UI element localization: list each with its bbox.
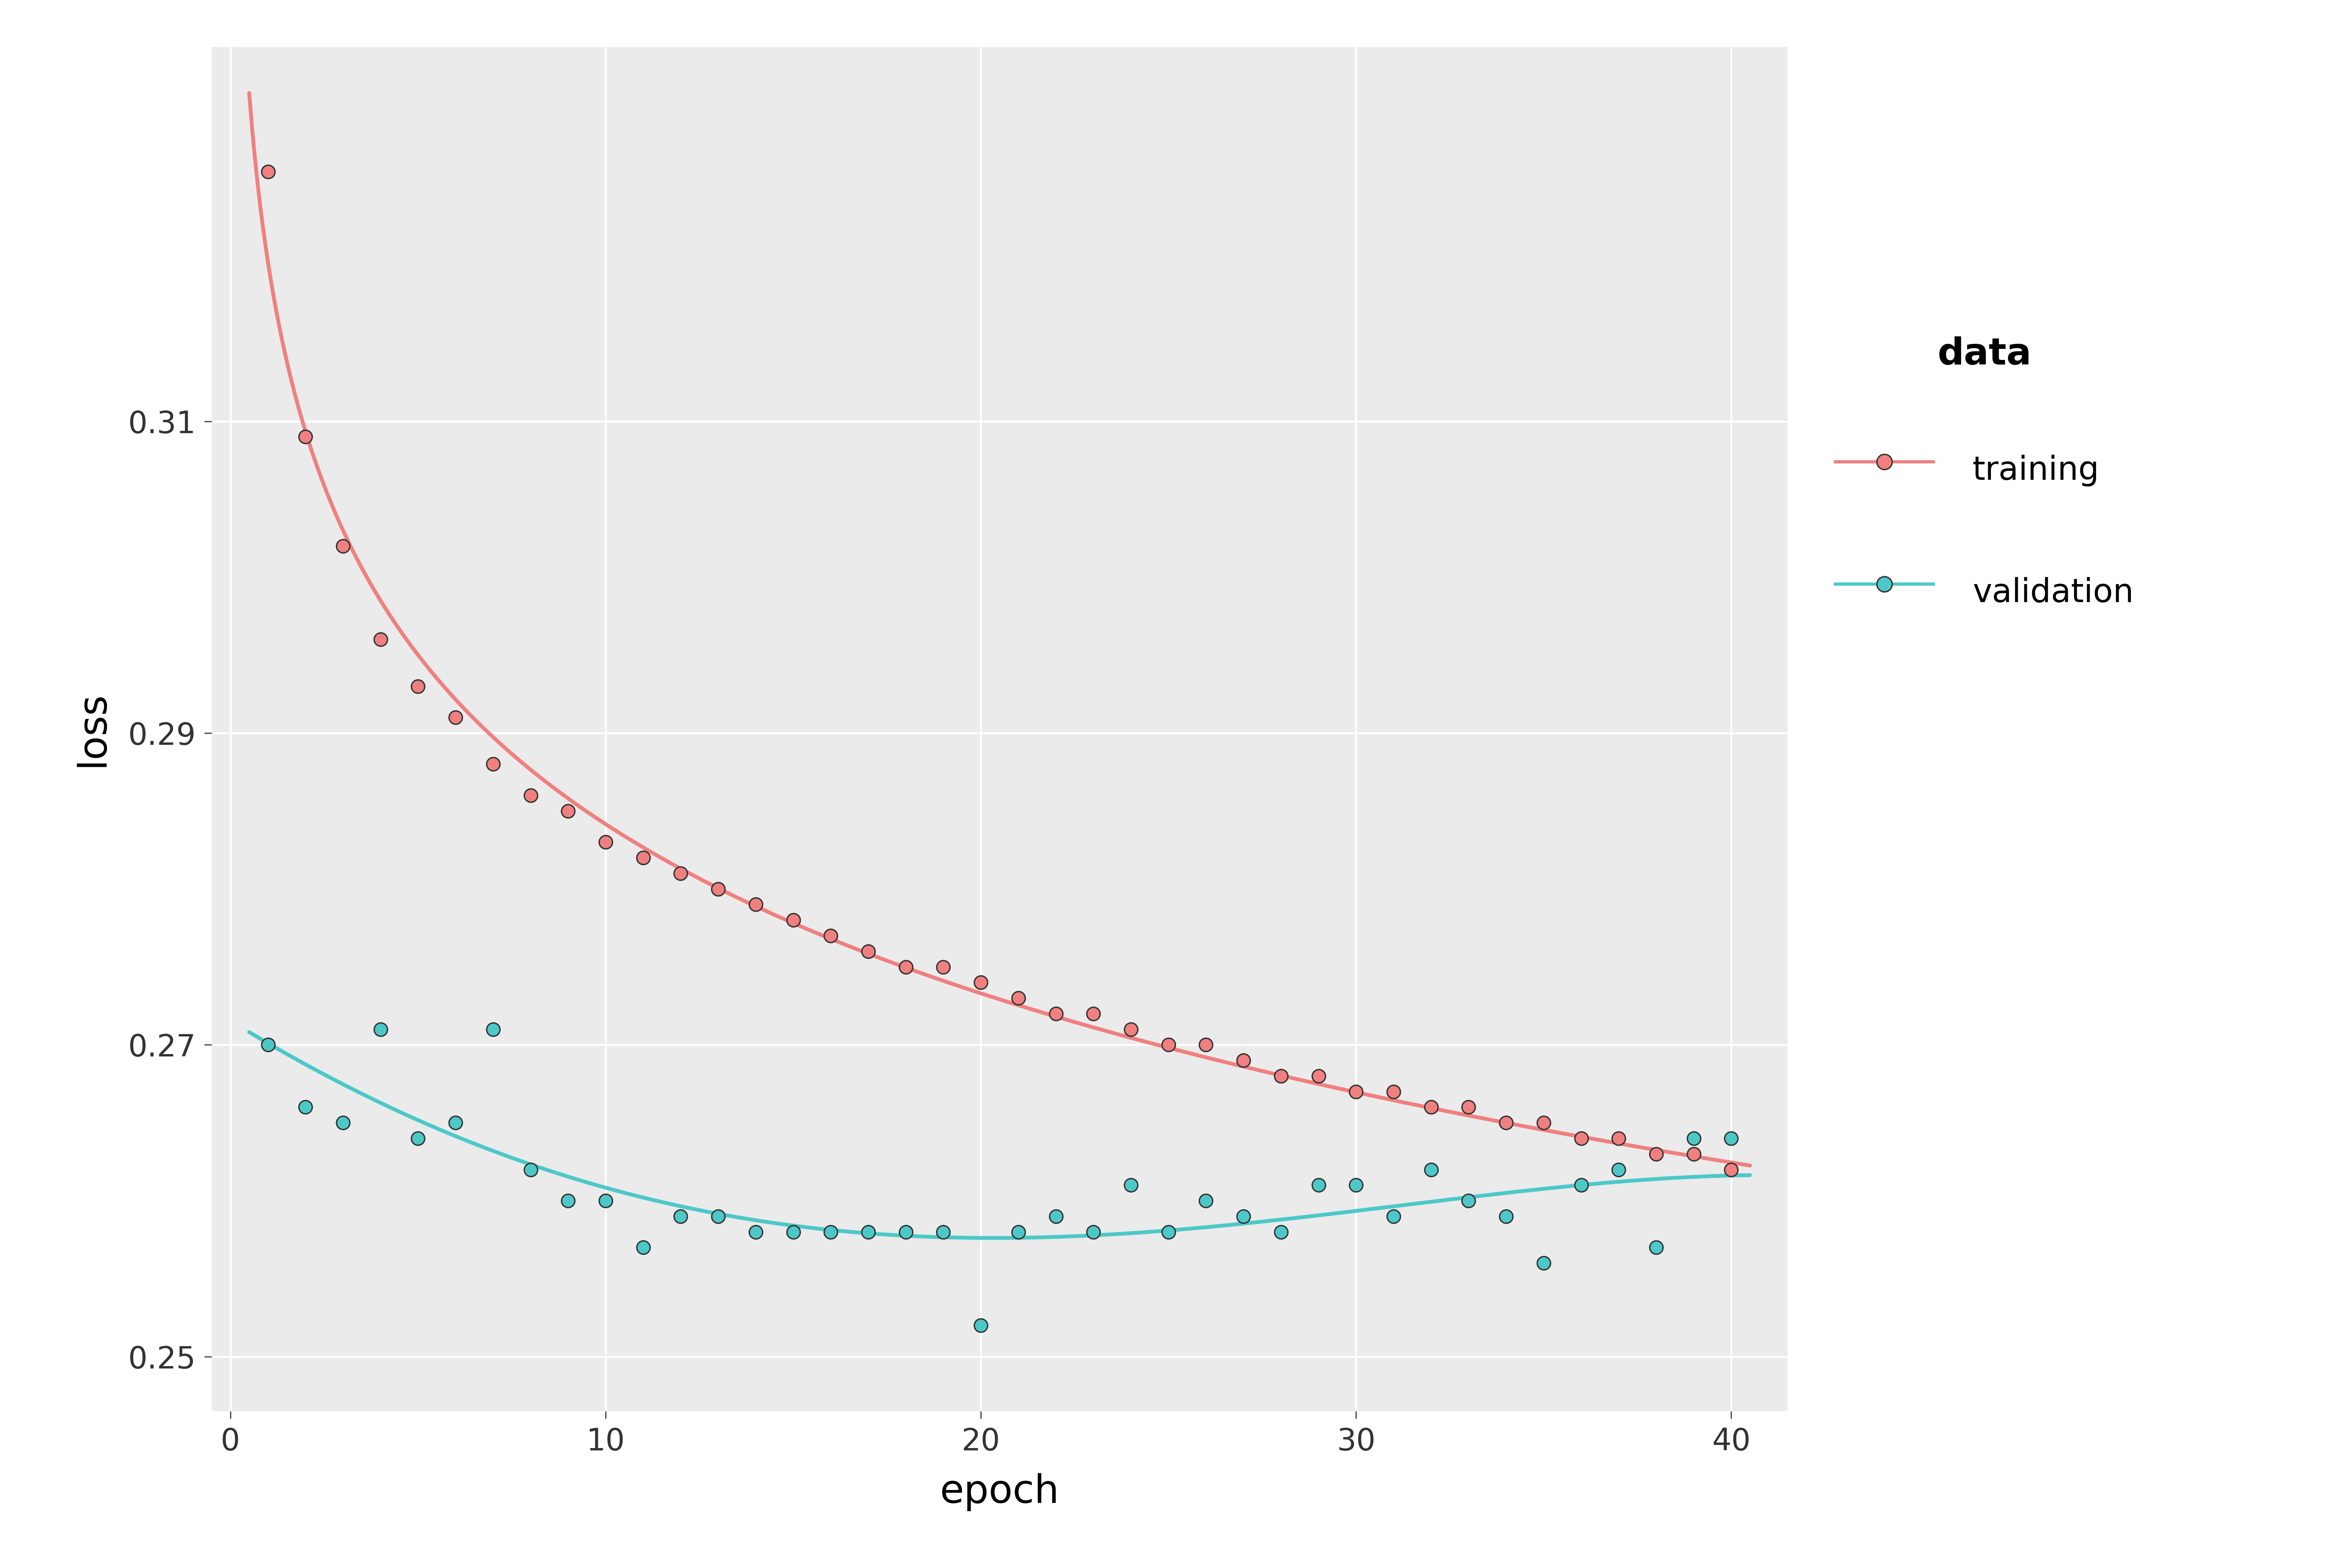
Point bbox=[736, 1220, 774, 1245]
Point bbox=[1150, 1032, 1188, 1057]
Point bbox=[325, 533, 362, 558]
Point bbox=[588, 829, 626, 855]
Point bbox=[588, 1189, 626, 1214]
Point bbox=[287, 425, 325, 450]
Point bbox=[400, 1126, 437, 1151]
Point bbox=[437, 1110, 475, 1135]
Point bbox=[811, 924, 849, 949]
Point bbox=[1599, 1157, 1637, 1182]
Point bbox=[1301, 1063, 1338, 1088]
Point bbox=[1524, 1251, 1562, 1276]
Point bbox=[1225, 1047, 1263, 1073]
Point bbox=[1712, 1157, 1750, 1182]
Point bbox=[437, 706, 475, 731]
Point bbox=[887, 955, 924, 980]
Point bbox=[1562, 1126, 1599, 1151]
Point bbox=[550, 1189, 588, 1214]
Point bbox=[249, 1032, 287, 1057]
Point bbox=[1075, 1220, 1112, 1245]
Point bbox=[774, 908, 811, 933]
Y-axis label: loss: loss bbox=[73, 691, 111, 767]
Point bbox=[1637, 1142, 1675, 1167]
Point bbox=[1225, 1204, 1263, 1229]
Point bbox=[1150, 1220, 1188, 1245]
Point bbox=[1000, 1220, 1037, 1245]
Point bbox=[1112, 1173, 1150, 1198]
Point bbox=[1374, 1204, 1411, 1229]
Point bbox=[362, 1016, 400, 1041]
Point bbox=[699, 877, 736, 902]
Point bbox=[811, 1220, 849, 1245]
Point bbox=[362, 627, 400, 652]
Point bbox=[1338, 1079, 1376, 1104]
Point bbox=[1188, 1189, 1225, 1214]
Point bbox=[887, 1220, 924, 1245]
Point bbox=[1486, 1204, 1524, 1229]
Point bbox=[1411, 1094, 1449, 1120]
Point bbox=[550, 798, 588, 823]
Point bbox=[1675, 1142, 1712, 1167]
Point bbox=[849, 1220, 887, 1245]
Point bbox=[1075, 1000, 1112, 1025]
Point bbox=[1112, 1016, 1150, 1041]
Point bbox=[1599, 1126, 1637, 1151]
Point bbox=[475, 1016, 513, 1041]
Point bbox=[661, 861, 699, 886]
Point bbox=[962, 1312, 1000, 1338]
Point bbox=[924, 955, 962, 980]
Point bbox=[1411, 1157, 1449, 1182]
Point bbox=[623, 845, 661, 870]
Legend: training, validation: training, validation bbox=[1835, 336, 2133, 616]
Point bbox=[1712, 1126, 1750, 1151]
Point bbox=[1188, 1032, 1225, 1057]
Point bbox=[1374, 1079, 1411, 1104]
Point bbox=[1449, 1189, 1486, 1214]
Point bbox=[513, 782, 550, 808]
Point bbox=[1037, 1000, 1075, 1025]
Point bbox=[1675, 1126, 1712, 1151]
Point bbox=[962, 971, 1000, 996]
Point bbox=[1637, 1236, 1675, 1261]
Point bbox=[1524, 1110, 1562, 1135]
Point bbox=[1263, 1063, 1301, 1088]
Point bbox=[1037, 1204, 1075, 1229]
Point bbox=[849, 939, 887, 964]
Point bbox=[736, 892, 774, 917]
Point bbox=[1486, 1110, 1524, 1135]
Point bbox=[1338, 1173, 1376, 1198]
Point bbox=[475, 751, 513, 776]
Point bbox=[699, 1204, 736, 1229]
Point bbox=[1301, 1173, 1338, 1198]
Point bbox=[513, 1157, 550, 1182]
Point bbox=[623, 1236, 661, 1261]
Point bbox=[249, 160, 287, 185]
Point bbox=[1562, 1173, 1599, 1198]
X-axis label: epoch: epoch bbox=[941, 1472, 1058, 1512]
Point bbox=[1449, 1094, 1486, 1120]
Point bbox=[1263, 1220, 1301, 1245]
Point bbox=[924, 1220, 962, 1245]
Point bbox=[1000, 986, 1037, 1011]
Point bbox=[287, 1094, 325, 1120]
Point bbox=[774, 1220, 811, 1245]
Point bbox=[325, 1110, 362, 1135]
Point bbox=[400, 674, 437, 699]
Point bbox=[661, 1204, 699, 1229]
